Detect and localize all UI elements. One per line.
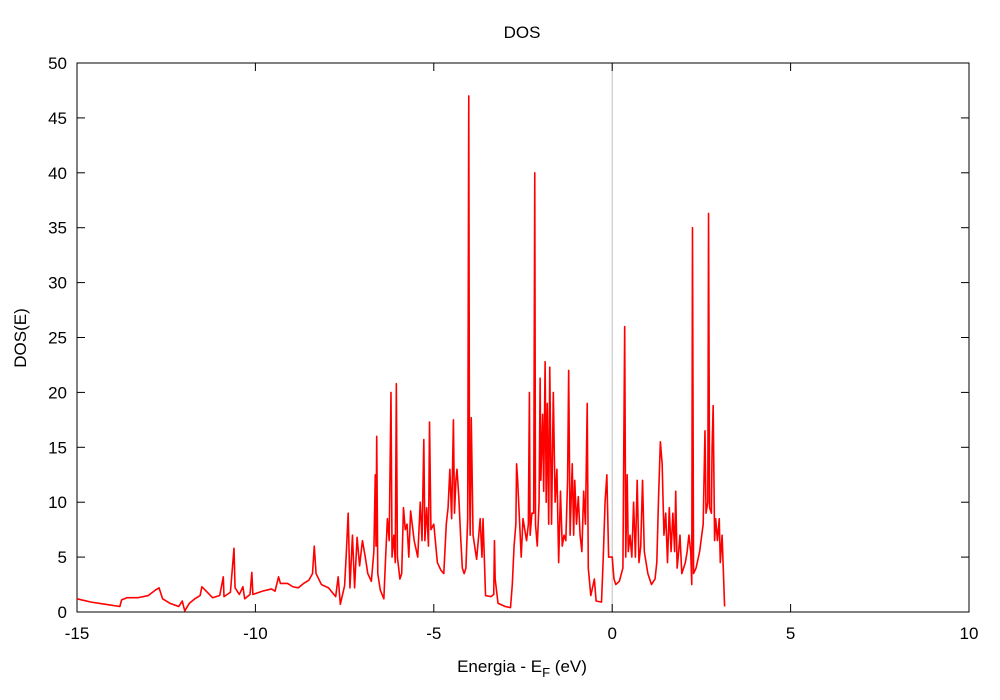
x-tick-label: 5 (786, 624, 795, 643)
y-tick-label: 50 (48, 54, 67, 73)
y-tick-label: 35 (48, 219, 67, 238)
x-axis-label-main: Energia - E (457, 657, 542, 676)
chart-title: DOS (504, 23, 541, 42)
y-tick-label: 15 (48, 438, 67, 457)
x-tick-label: 0 (607, 624, 616, 643)
series-layer (76, 95, 726, 612)
dos-series-line (76, 95, 726, 612)
x-tick-label: -15 (65, 624, 90, 643)
x-tick-label: -5 (426, 624, 441, 643)
y-tick-label: 40 (48, 164, 67, 183)
y-tick-label: 5 (58, 548, 67, 567)
y-tick-label: 0 (58, 603, 67, 622)
ticks-layer: -15 -10 -5 0 5 10 0 5 10 15 20 25 30 35 40 45 50 (48, 54, 978, 643)
x-axis-label: Energia - EF (eV) (457, 657, 587, 680)
x-tick-label: -10 (243, 624, 268, 643)
x-tick-label: 10 (960, 624, 979, 643)
y-axis-label: DOS(E) (11, 308, 30, 368)
x-axis-label-subscript: F (542, 665, 550, 680)
x-axis-label-suffix: (eV) (550, 657, 587, 676)
y-tick-label: 30 (48, 274, 67, 293)
y-tick-label: 10 (48, 493, 67, 512)
y-tick-label: 25 (48, 329, 67, 348)
y-tick-label: 45 (48, 109, 67, 128)
y-tick-label: 20 (48, 383, 67, 402)
